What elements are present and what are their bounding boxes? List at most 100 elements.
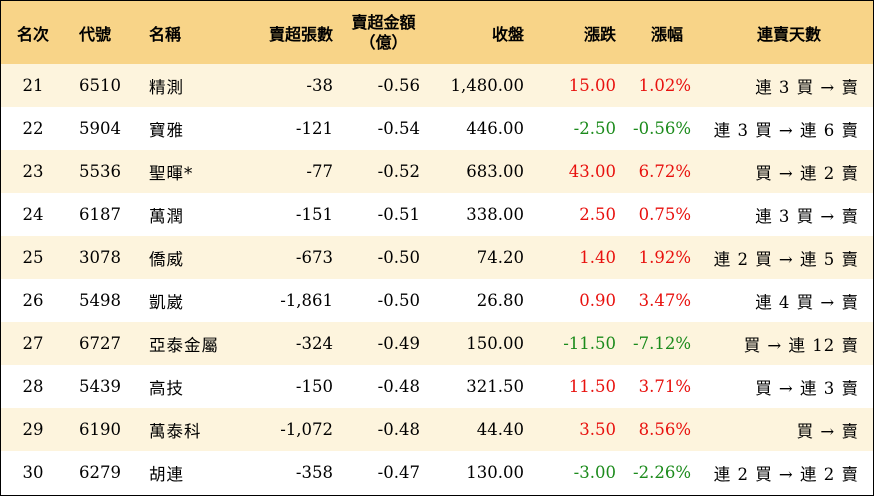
cell-rank: 28 (22, 377, 44, 396)
cell-streak: 連 2 買 → 連 2 賣 (713, 464, 859, 484)
header-net-sell-amount-line2: （億） (359, 32, 408, 52)
header-rank: 名次 (16, 24, 49, 44)
cell-change-pct: 1.92% (638, 248, 691, 267)
table-row: 28 5439 高技 -150 -0.48 321.50 11.50 3.71%… (1, 365, 873, 408)
table-row: 27 6727 亞泰金屬 -324 -0.49 150.00 -11.50 -7… (1, 322, 873, 365)
cell-rank: 23 (22, 162, 44, 181)
cell-close: 683.00 (466, 162, 524, 181)
cell-name: 高技 (149, 378, 184, 398)
cell-code: 5536 (79, 162, 121, 181)
cell-name: 聖暉* (149, 163, 194, 183)
cell-change: 15.00 (568, 76, 616, 95)
cell-name: 胡連 (149, 464, 184, 484)
cell-code: 3078 (79, 248, 121, 267)
header-change-pct: 漲幅 (650, 24, 683, 44)
cell-close: 44.40 (476, 420, 524, 439)
table-row: 29 6190 萬泰科 -1,072 -0.48 44.40 3.50 8.56… (1, 408, 873, 451)
cell-close: 150.00 (466, 334, 524, 353)
cell-rank: 21 (22, 76, 44, 95)
cell-code: 6279 (79, 463, 121, 482)
cell-net-sell-amount: -0.49 (377, 334, 420, 353)
cell-net-sell-lots: -673 (295, 248, 333, 267)
cell-streak: 買 → 連 3 賣 (755, 378, 859, 398)
cell-code: 6190 (79, 420, 121, 439)
cell-change-pct: 6.72% (638, 162, 691, 181)
cell-name: 凱崴 (149, 292, 184, 312)
table-body: 21 6510 精測 -38 -0.56 1,480.00 15.00 1.02… (1, 64, 873, 494)
cell-net-sell-lots: -150 (295, 377, 333, 396)
cell-streak: 連 3 買 → 賣 (755, 206, 859, 226)
cell-change: 1.40 (579, 248, 616, 267)
cell-name: 寶雅 (149, 120, 184, 140)
cell-code: 5904 (79, 119, 121, 138)
cell-rank: 29 (22, 420, 44, 439)
cell-net-sell-lots: -1,072 (280, 420, 333, 439)
cell-rank: 27 (22, 334, 44, 353)
cell-rank: 22 (22, 119, 44, 138)
cell-net-sell-lots: -121 (295, 119, 333, 138)
header-net-sell-amount-line1: 賣超金額 (351, 12, 416, 32)
cell-code: 6187 (79, 205, 121, 224)
cell-change-pct: 1.02% (638, 76, 691, 95)
cell-streak: 連 3 買 → 賣 (755, 77, 859, 97)
cell-net-sell-amount: -0.54 (377, 119, 420, 138)
header-code: 代號 (79, 24, 112, 44)
table-row: 21 6510 精測 -38 -0.56 1,480.00 15.00 1.02… (1, 64, 873, 107)
cell-code: 5498 (79, 291, 121, 310)
cell-code: 6510 (79, 76, 121, 95)
cell-change-pct: -2.26% (633, 463, 691, 482)
cell-change: 11.50 (568, 377, 616, 396)
cell-change-pct: 3.71% (638, 377, 691, 396)
header-row: 名次 代號 名稱 賣超張數 賣超金額 （億） 收盤 漲跌 漲幅 連賣天數 (1, 1, 873, 64)
cell-net-sell-amount: -0.50 (377, 291, 420, 310)
cell-net-sell-lots: -151 (295, 205, 333, 224)
cell-change: -3.00 (573, 463, 616, 482)
cell-close: 338.00 (466, 205, 524, 224)
cell-change: -11.50 (563, 334, 616, 353)
cell-name: 精測 (149, 77, 184, 97)
cell-streak: 買 → 賣 (796, 421, 859, 441)
cell-net-sell-lots: -324 (295, 334, 333, 353)
table-row: 24 6187 萬潤 -151 -0.51 338.00 2.50 0.75% … (1, 193, 873, 236)
cell-net-sell-lots: -38 (306, 76, 333, 95)
cell-name: 萬泰科 (149, 421, 202, 441)
cell-change-pct: 8.56% (638, 420, 691, 439)
header-net-sell-amount: 賣超金額 （億） (333, 1, 434, 64)
table-row: 26 5498 凱崴 -1,861 -0.50 26.80 0.90 3.47%… (1, 279, 873, 322)
cell-streak: 連 3 買 → 連 6 賣 (713, 120, 859, 140)
cell-net-sell-amount: -0.51 (377, 205, 420, 224)
cell-name: 亞泰金屬 (149, 335, 219, 355)
cell-net-sell-lots: -358 (295, 463, 333, 482)
cell-rank: 30 (22, 463, 44, 482)
cell-code: 6727 (79, 334, 121, 353)
cell-net-sell-amount: -0.50 (377, 248, 420, 267)
cell-close: 26.80 (476, 291, 524, 310)
header-streak: 連賣天數 (756, 24, 821, 44)
header-change: 漲跌 (583, 24, 616, 44)
cell-streak: 買 → 連 12 賣 (743, 335, 859, 355)
cell-close: 321.50 (466, 377, 524, 396)
cell-streak: 連 2 買 → 連 5 賣 (713, 249, 859, 269)
cell-net-sell-amount: -0.48 (377, 377, 420, 396)
table-row: 22 5904 寶雅 -121 -0.54 446.00 -2.50 -0.56… (1, 107, 873, 150)
cell-change-pct: -7.12% (633, 334, 691, 353)
cell-change-pct: 3.47% (638, 291, 691, 310)
cell-change-pct: -0.56% (633, 119, 691, 138)
table-row: 23 5536 聖暉* -77 -0.52 683.00 43.00 6.72%… (1, 150, 873, 193)
table-row: 30 6279 胡連 -358 -0.47 130.00 -3.00 -2.26… (1, 451, 873, 494)
cell-change: 3.50 (579, 420, 616, 439)
cell-net-sell-amount: -0.52 (377, 162, 420, 181)
cell-net-sell-amount: -0.56 (377, 76, 420, 95)
cell-name: 萬潤 (149, 206, 184, 226)
cell-net-sell-amount: -0.47 (377, 463, 420, 482)
header-close: 收盤 (491, 24, 524, 44)
cell-streak: 買 → 連 2 賣 (755, 163, 859, 183)
cell-streak: 連 4 買 → 賣 (755, 292, 859, 312)
header-name: 名稱 (149, 24, 182, 44)
cell-rank: 25 (22, 248, 44, 267)
cell-change: 2.50 (579, 205, 616, 224)
cell-net-sell-lots: -1,861 (280, 291, 333, 310)
cell-rank: 26 (22, 291, 44, 310)
table-row: 25 3078 僑威 -673 -0.50 74.20 1.40 1.92% 連… (1, 236, 873, 279)
